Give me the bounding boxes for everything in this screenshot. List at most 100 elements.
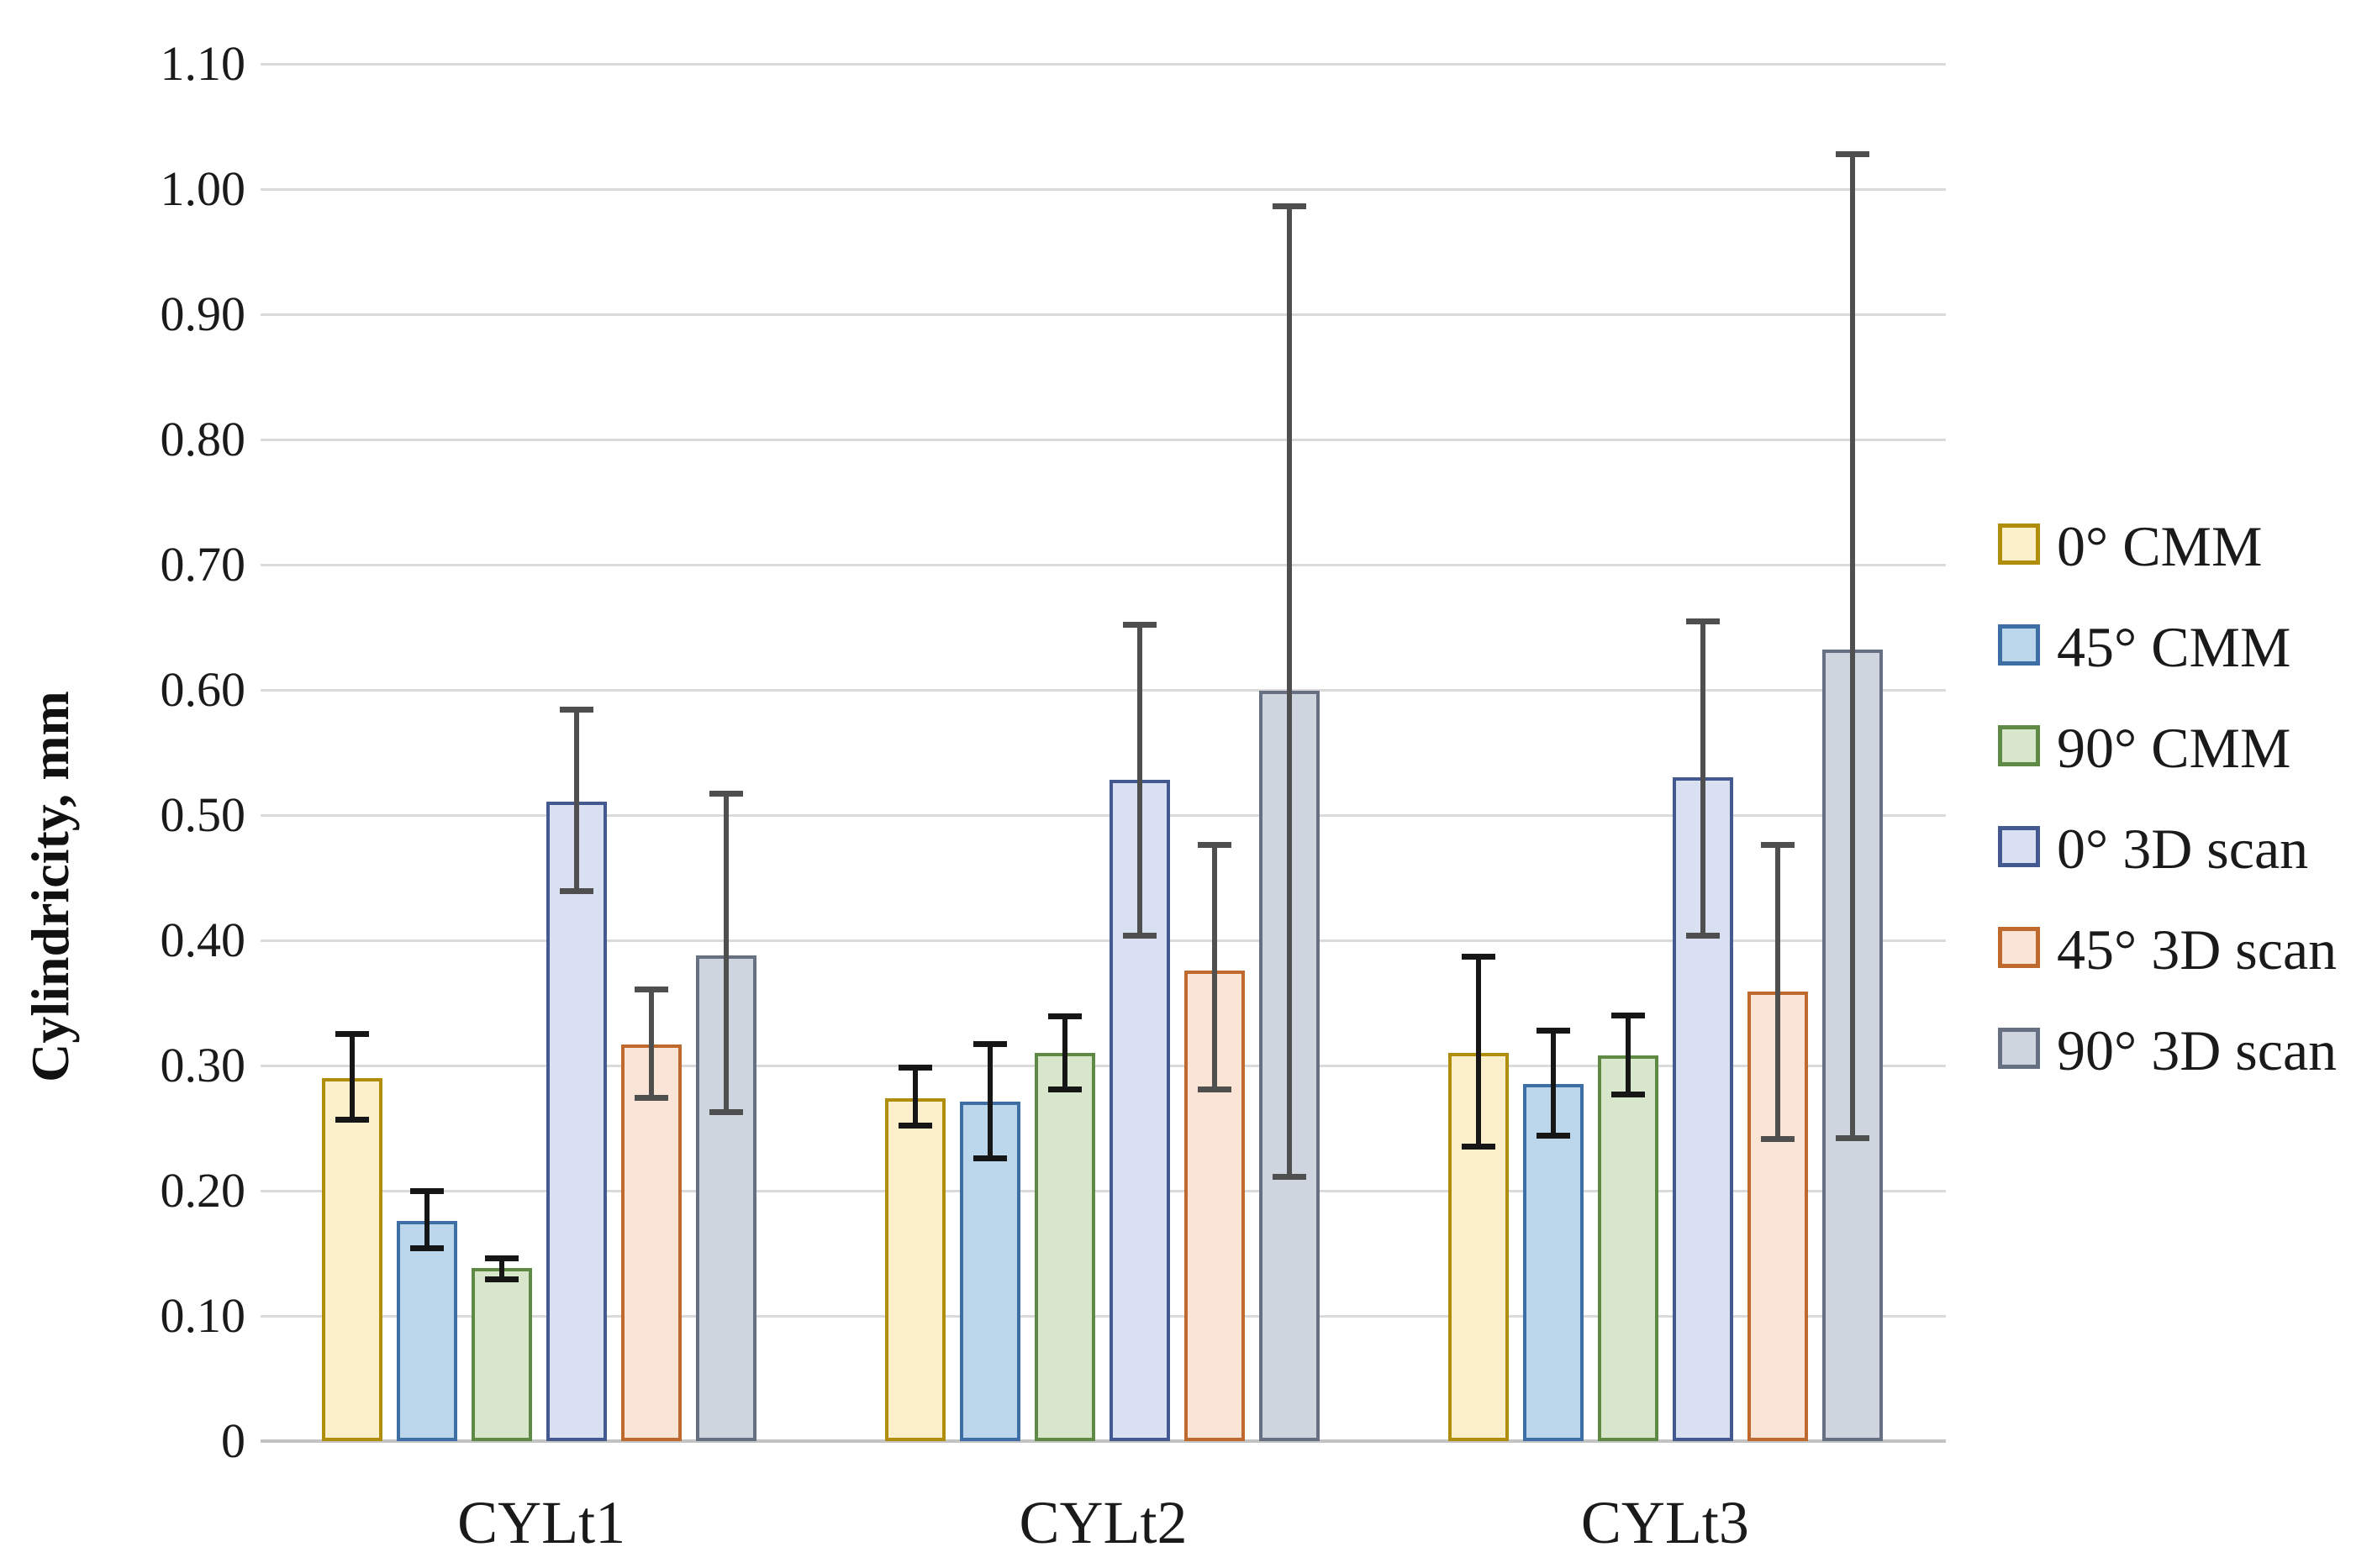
error-bar-cap-top [1273,203,1306,210]
legend-label: 45° CMM [2057,615,2291,679]
gridline [261,1189,1946,1192]
error-bar-cap-bottom [485,1276,519,1283]
bar-CYLt1-0°-CMM [322,1077,382,1441]
error-bar-line [1775,845,1780,1139]
error-bar-line [649,989,654,1098]
error-bar-cap-top [635,986,668,992]
error-bar-line [499,1258,504,1280]
gridline [261,438,1946,441]
error-bar-line [724,793,729,1113]
error-bar-cap-bottom [1462,1144,1495,1150]
error-bar-cap-bottom [410,1245,444,1252]
bar-CYLt1-90°-3D-scan [696,955,756,1441]
error-bar-line [913,1067,918,1126]
y-tick-label: 0.10 [160,1288,246,1343]
error-bar-cap-top [560,707,593,713]
y-tick-label: 0.30 [160,1038,246,1092]
error-bar-cap-top [899,1065,932,1071]
error-bar-cap-top [973,1041,1007,1048]
error-bar-cap-bottom [635,1095,668,1102]
bar-CYLt2-0°-3D-scan [1110,780,1170,1441]
error-bar-cap-bottom [1611,1091,1645,1097]
y-tick-label: 0.60 [160,662,246,717]
bar-CYLt2-0°-CMM [885,1097,946,1441]
error-bar-line [1476,956,1481,1147]
bar-CYLt1-0°-3D-scan [546,801,607,1441]
gridline [261,563,1946,566]
bar-CYLt2-90°-CMM [1035,1053,1095,1441]
error-bar-cap-bottom [560,888,593,895]
error-bar-cap-top [1836,150,1869,157]
bar-CYLt2-45°-CMM [960,1102,1020,1441]
error-bar-cap-bottom [1123,932,1157,939]
legend-label: 0° CMM [2057,514,2263,578]
legend-swatch-0°-3D-scan [1998,826,2040,867]
error-bar-line [1700,621,1705,936]
error-bar-cap-top [335,1031,369,1038]
error-bar-line [988,1044,993,1159]
error-bar-line [1212,845,1217,1090]
x-axis-baseline [261,1439,1946,1443]
error-bar-cap-bottom [899,1123,932,1129]
y-tick-label: 1.10 [160,36,246,91]
y-tick-label: 0.50 [160,787,246,842]
error-bar-cap-top [709,791,743,797]
error-bar-cap-top [1611,1012,1645,1018]
error-bar-cap-top [1537,1027,1570,1034]
error-bar-line [1626,1015,1631,1095]
error-bar-cap-top [1198,842,1231,849]
error-bar-line [350,1034,355,1120]
error-bar-line [574,709,579,892]
gridline [261,62,1946,66]
legend-label: 45° 3D scan [2057,918,2338,981]
legend-swatch-45°-3D-scan [1998,927,2040,968]
gridline [261,1314,1946,1318]
x-category-label: CYLt3 [1580,1489,1749,1556]
error-bar-cap-top [1123,622,1157,629]
y-tick-label: 1.00 [160,161,246,216]
bar-CYLt1-90°-CMM [472,1268,532,1441]
error-bar-cap-bottom [1761,1136,1795,1143]
error-bar-line [1850,154,1855,1139]
legend-label: 90° CMM [2057,716,2291,780]
error-bar-cap-bottom [1537,1132,1570,1139]
bar-CYLt1-45°-CMM [397,1220,457,1441]
y-tick-label: 0 [221,1413,245,1468]
legend-swatch-90°-3D-scan [1998,1028,2040,1069]
y-tick-label: 0.20 [160,1163,246,1218]
bar-CYLt3-90°-CMM [1598,1055,1658,1441]
bar-CYLt1-45°-3D-scan [621,1044,682,1441]
gridline [261,939,1946,942]
error-bar-line [1287,206,1292,1177]
y-tick-label: 0.70 [160,537,246,592]
error-bar-cap-bottom [335,1116,369,1123]
error-bar-cap-top [485,1255,519,1261]
y-tick-label: 0.40 [160,913,246,967]
error-bar-cap-top [1761,842,1795,849]
legend-swatch-90°-CMM [1998,725,2040,766]
error-bar-line [1137,624,1142,936]
gridline [261,688,1946,692]
gridline [261,1064,1946,1067]
y-tick-label: 0.90 [160,287,246,341]
x-category-label: CYLt2 [1019,1489,1188,1556]
gridline [261,187,1946,191]
error-bar-cap-top [410,1187,444,1194]
legend-label: 0° 3D scan [2057,817,2309,881]
legend-swatch-0°-CMM [1998,524,2040,565]
error-bar-cap-bottom [1686,932,1720,939]
gridline [261,313,1946,316]
legend-swatch-45°-CMM [1998,624,2040,666]
error-bar-cap-bottom [1048,1086,1082,1092]
error-bar-line [424,1191,430,1249]
error-bar-cap-bottom [1273,1174,1306,1181]
error-bar-cap-top [1462,953,1495,960]
legend-label: 90° 3D scan [2057,1018,2338,1082]
error-bar-line [1551,1030,1556,1136]
error-bar-cap-top [1686,618,1720,624]
error-bar-cap-bottom [1198,1086,1231,1092]
error-bar-cap-top [1048,1013,1082,1020]
error-bar-cap-bottom [709,1108,743,1115]
bar-CYLt3-0°-3D-scan [1673,777,1733,1441]
gridline [261,813,1946,817]
